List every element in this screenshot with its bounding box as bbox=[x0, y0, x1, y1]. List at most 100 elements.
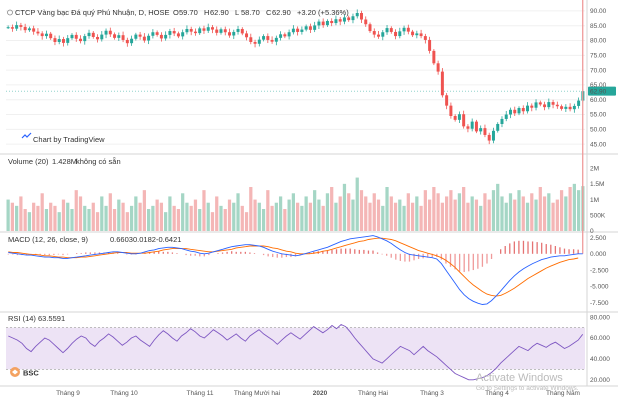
volume-bar bbox=[321, 205, 325, 231]
candle-body bbox=[398, 31, 402, 37]
volume-bar bbox=[470, 196, 474, 231]
candle-body bbox=[49, 33, 53, 39]
candle-body bbox=[168, 31, 172, 35]
volume-bar bbox=[389, 196, 393, 231]
candle-body bbox=[543, 104, 547, 108]
volume-bar bbox=[500, 196, 504, 231]
last-price-label: 62.90 bbox=[590, 89, 607, 96]
candle-body bbox=[291, 28, 295, 33]
volume-bar bbox=[300, 205, 304, 231]
volume-bar bbox=[49, 202, 53, 231]
volume-note: không có sẵn bbox=[76, 157, 121, 166]
volume-bar bbox=[393, 202, 398, 231]
candle-body bbox=[479, 128, 483, 132]
candle-body bbox=[513, 109, 517, 114]
volume-bar bbox=[504, 202, 508, 231]
volume-bar bbox=[78, 196, 83, 231]
price-tick-label: 60.00 bbox=[590, 97, 607, 104]
volume-bar bbox=[445, 196, 449, 231]
volume-bar bbox=[151, 205, 155, 231]
volume-bar bbox=[283, 209, 287, 231]
candle-body bbox=[249, 37, 253, 42]
volume-bar bbox=[402, 205, 406, 231]
ohlc-value: 59.70 bbox=[179, 8, 198, 17]
volume-bar bbox=[376, 199, 381, 231]
volume-tick-label: 1.5M bbox=[590, 181, 604, 188]
x-tick-label: Tháng 3 bbox=[420, 390, 444, 397]
candle-body bbox=[223, 29, 227, 33]
candle-body bbox=[274, 37, 278, 42]
volume-bar bbox=[313, 190, 317, 231]
candle-body bbox=[210, 27, 214, 30]
volume-bar bbox=[419, 205, 423, 231]
candle-body bbox=[423, 36, 427, 40]
candle-body bbox=[287, 32, 291, 37]
candle-body bbox=[279, 34, 283, 38]
candle-body bbox=[240, 28, 244, 34]
volume-bar bbox=[436, 193, 440, 231]
volume-title: Volume (20) bbox=[8, 157, 49, 166]
candle-body bbox=[185, 28, 189, 33]
rsi-tick-label: 40.000 bbox=[590, 356, 610, 363]
candle-body bbox=[496, 123, 500, 131]
candle-body bbox=[121, 35, 125, 40]
volume-bar bbox=[27, 212, 32, 231]
ohlc-letter: L bbox=[235, 8, 239, 17]
candle-body bbox=[500, 118, 504, 124]
candle-body bbox=[462, 114, 466, 127]
candle-body bbox=[474, 121, 478, 132]
rsi-value: 63.5591 bbox=[38, 314, 65, 323]
candle-body bbox=[61, 39, 65, 43]
tradingview-link[interactable]: Chart by TradingView bbox=[33, 135, 105, 144]
volume-bar bbox=[44, 209, 49, 231]
volume-bar bbox=[210, 212, 215, 231]
candle-body bbox=[466, 126, 470, 129]
candle-body bbox=[445, 95, 449, 106]
rsi-tick-label: 80.000 bbox=[590, 314, 610, 321]
price-tick-label: 45.00 bbox=[590, 141, 607, 148]
volume-bar bbox=[576, 190, 581, 231]
candle-body bbox=[402, 27, 406, 32]
candle-body bbox=[23, 26, 27, 31]
macd-macd-value: 0.0182 bbox=[133, 235, 156, 244]
volume-bar bbox=[164, 212, 168, 231]
volume-bar bbox=[287, 199, 291, 231]
volume-bar bbox=[87, 209, 91, 231]
candle-body bbox=[389, 28, 393, 32]
tradingview-icon[interactable] bbox=[21, 132, 32, 139]
candle-body bbox=[151, 32, 155, 36]
volume-bar bbox=[36, 205, 40, 231]
candle-body bbox=[193, 31, 197, 34]
candle-body bbox=[313, 25, 317, 30]
volume-bar bbox=[432, 187, 436, 231]
price-tick-label: 70.00 bbox=[590, 67, 607, 74]
collapse-icon[interactable] bbox=[7, 9, 13, 16]
candle-body bbox=[262, 36, 266, 40]
x-tick-label: Tháng Mười hai bbox=[234, 390, 280, 397]
candle-body bbox=[440, 71, 444, 96]
volume-bar bbox=[304, 196, 308, 231]
candle-body bbox=[228, 32, 232, 36]
volume-bar bbox=[296, 202, 300, 231]
volume-bar bbox=[334, 202, 338, 231]
x-tick-label: 2020 bbox=[313, 390, 328, 397]
candle-body bbox=[436, 63, 440, 72]
volume-bar bbox=[40, 193, 44, 231]
candle-body bbox=[504, 114, 508, 119]
volume-bar bbox=[202, 190, 206, 231]
ohlc-letter: O bbox=[173, 8, 179, 17]
candle-body bbox=[342, 17, 346, 22]
candle-body bbox=[304, 26, 308, 30]
volume-bar bbox=[6, 199, 10, 231]
rsi-tick-label: 20.000 bbox=[590, 377, 610, 384]
bsc-logo-mark bbox=[12, 369, 18, 375]
candle-body bbox=[359, 12, 363, 20]
price-tick-label: 50.00 bbox=[590, 127, 607, 134]
candle-body bbox=[10, 27, 14, 29]
volume-bar bbox=[181, 193, 185, 231]
volume-bar bbox=[555, 199, 559, 231]
candle-body bbox=[19, 25, 23, 27]
x-tick-label: Tháng Năm bbox=[546, 390, 580, 397]
